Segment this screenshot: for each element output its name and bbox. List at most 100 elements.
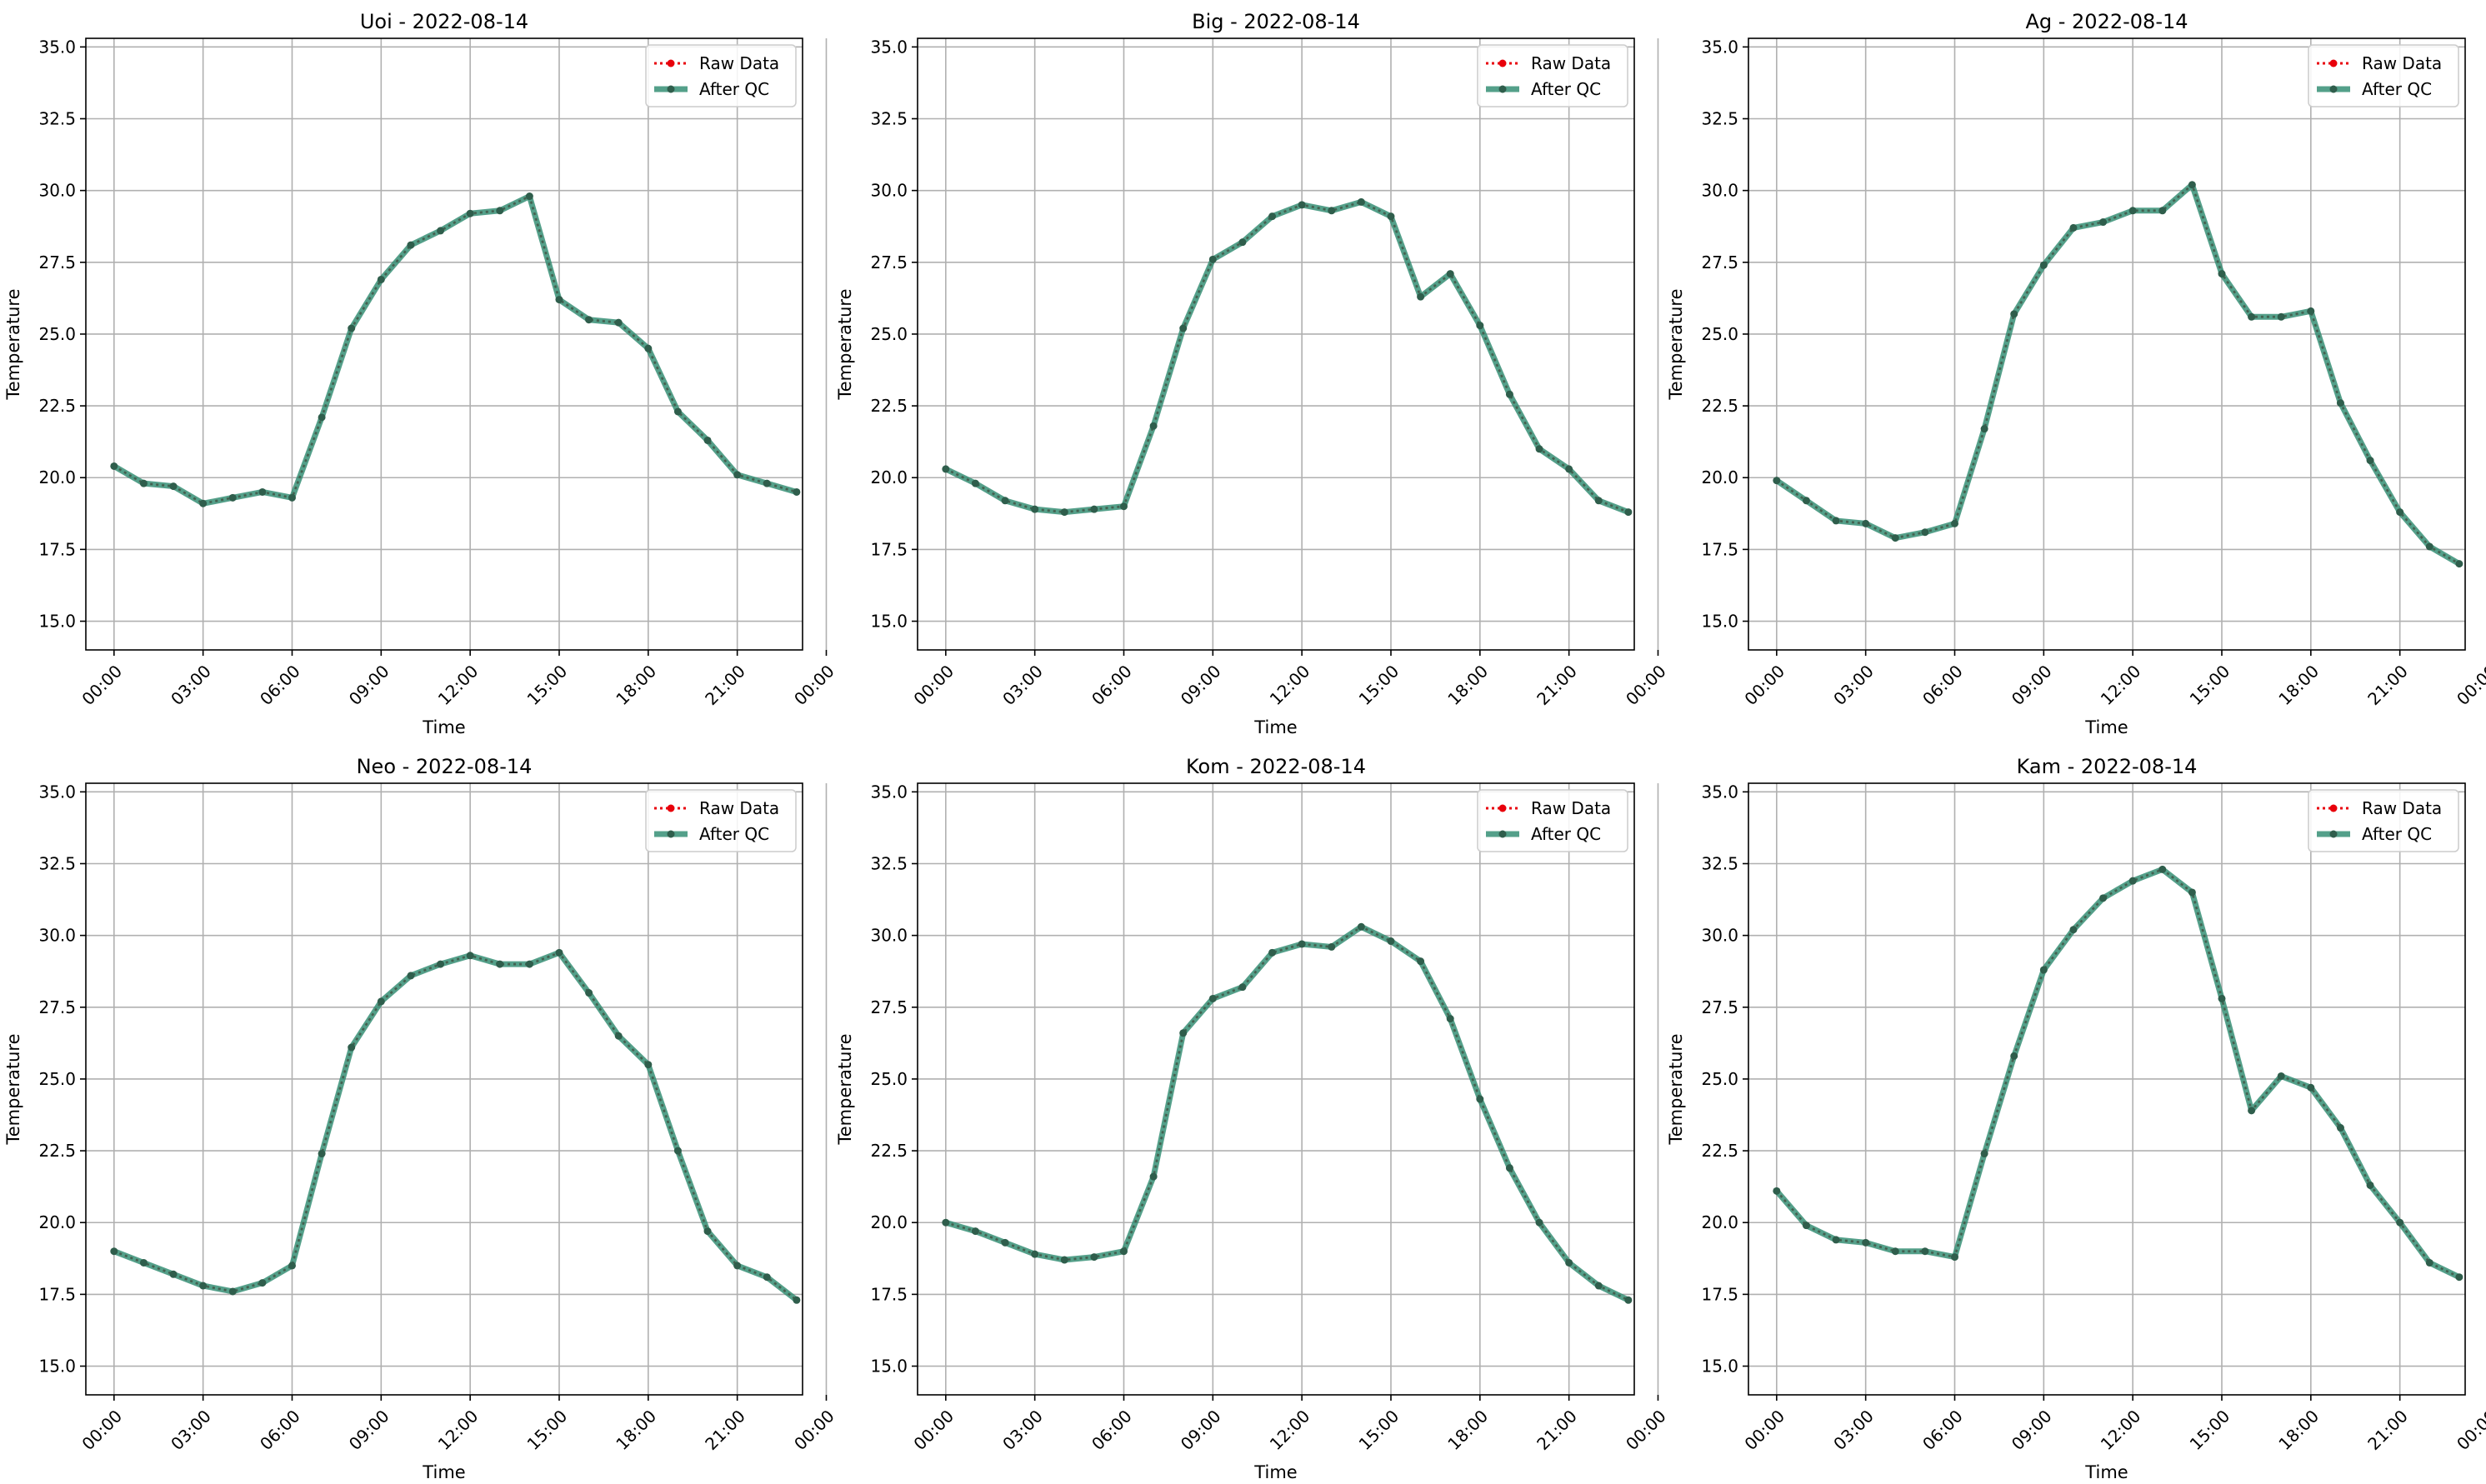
data-point <box>1950 1253 1958 1262</box>
legend-marker <box>667 830 675 838</box>
y-tick-label: 17.5 <box>870 1284 908 1304</box>
data-point <box>1060 1256 1068 1264</box>
y-tick-label: 30.0 <box>870 181 908 201</box>
y-tick-label: 17.5 <box>38 539 76 559</box>
y-tick-label: 30.0 <box>38 926 76 946</box>
data-point <box>169 482 178 491</box>
legend: Raw Data After QC <box>1477 44 1628 107</box>
x-tick-label: 15:00 <box>1355 1406 1403 1454</box>
axes-frame <box>1748 782 2466 1396</box>
y-tick-label: 22.5 <box>870 1141 908 1161</box>
data-point <box>348 324 356 332</box>
y-tick-label: 22.5 <box>1701 1141 1738 1161</box>
chart-title: Kam - 2022-08-14 <box>2017 755 2198 778</box>
data-point <box>258 487 267 496</box>
data-point <box>2099 218 2108 227</box>
x-tick-label: 09:00 <box>345 661 393 709</box>
data-point <box>2248 312 2256 321</box>
legend: Raw Data After QC <box>2308 789 2459 852</box>
data-point <box>2158 865 2167 873</box>
series-line <box>1774 866 2461 1280</box>
legend-label: Raw Data <box>699 798 779 818</box>
x-tick-label: 00:00 <box>78 661 126 709</box>
data-point <box>199 499 208 507</box>
axes-frame <box>85 782 803 1396</box>
chart-title: Kom - 2022-08-14 <box>1186 755 1366 778</box>
series-after-qc <box>942 197 1633 517</box>
data-point <box>1149 1172 1158 1181</box>
x-tick-label: 06:00 <box>1088 661 1136 709</box>
y-tick-label: 25.0 <box>870 1069 908 1089</box>
data-point <box>2396 508 2404 517</box>
legend-marker <box>2329 85 2338 93</box>
data-point <box>1208 994 1217 1002</box>
y-tick-label: 35.0 <box>38 37 76 57</box>
data-point <box>2188 181 2196 189</box>
data-point <box>228 493 237 502</box>
y-tick-label: 15.0 <box>38 612 76 632</box>
data-point <box>1832 517 1840 525</box>
legend-label: After QC <box>2362 79 2432 99</box>
x-tick-label: 00:00 <box>909 661 958 709</box>
x-tick-label: 00:00 <box>1622 1406 1670 1454</box>
legend-label: After QC <box>1531 79 1601 99</box>
data-point <box>585 316 593 324</box>
y-tick-label: 32.5 <box>1701 108 1738 128</box>
data-point <box>288 493 296 502</box>
data-point <box>673 1147 682 1155</box>
data-point <box>1565 1258 1573 1267</box>
y-tick-label: 27.5 <box>1701 997 1738 1017</box>
data-point <box>169 1270 178 1278</box>
y-tick-label: 17.5 <box>870 539 908 559</box>
x-tick-label: 03:00 <box>167 661 215 709</box>
y-tick-label: 25.0 <box>38 1069 76 1089</box>
legend: Raw Data After QC <box>645 789 797 852</box>
data-point <box>971 1227 979 1236</box>
y-tick-label: 32.5 <box>38 853 76 873</box>
data-point <box>2010 1052 2018 1060</box>
x-tick-label: 03:00 <box>1829 661 1878 709</box>
data-point <box>437 960 445 968</box>
x-tick-label: 12:00 <box>1266 661 1314 709</box>
data-point <box>1119 1247 1128 1256</box>
x-axis-label: Time <box>2084 1462 2128 1482</box>
x-tick-label: 18:00 <box>1443 661 1492 709</box>
series-line-overlay <box>945 201 1629 513</box>
subplot-4: 00:00 03:00 06:00 09:00 12:00 15:00 18:00 21:00… <box>3 755 838 1482</box>
x-tick-label: 18:00 <box>2274 1406 2323 1454</box>
x-tick-label: 00:00 <box>2453 661 2486 709</box>
data-point <box>1921 1247 1929 1256</box>
data-point <box>2218 994 2226 1002</box>
data-point <box>496 960 504 968</box>
data-point <box>525 192 533 201</box>
data-point <box>1476 322 1484 330</box>
data-point <box>110 462 118 470</box>
data-point <box>228 1287 237 1296</box>
x-tick-label: 00:00 <box>790 661 838 709</box>
x-tick-label: 15:00 <box>2186 1406 2234 1454</box>
x-tick-label: 12:00 <box>434 661 483 709</box>
y-tick-label: 25.0 <box>38 324 76 344</box>
data-point <box>614 1032 623 1040</box>
data-point <box>1535 1218 1543 1227</box>
x-tick-label: 03:00 <box>1829 1406 1878 1454</box>
data-point <box>2128 877 2137 885</box>
legend-marker <box>2329 830 2338 838</box>
legend-marker <box>2329 804 2338 812</box>
data-point <box>673 407 682 416</box>
y-tick-label: 15.0 <box>870 612 908 632</box>
legend-label: After QC <box>699 79 769 99</box>
data-point <box>1119 502 1128 511</box>
subplot-1: 00:00 03:00 06:00 09:00 12:00 15:00 18:00 21:00… <box>3 10 838 737</box>
x-tick-label: 12:00 <box>2097 661 2145 709</box>
data-point <box>1980 425 1988 433</box>
data-point <box>1417 957 1425 966</box>
data-point <box>318 413 326 422</box>
x-tick-label: 18:00 <box>612 1406 660 1454</box>
data-point <box>1980 1150 1988 1158</box>
data-point <box>437 227 445 235</box>
x-tick-label: 21:00 <box>701 1406 749 1454</box>
axes-frame <box>917 782 1635 1396</box>
x-tick-label: 06:00 <box>256 661 304 709</box>
